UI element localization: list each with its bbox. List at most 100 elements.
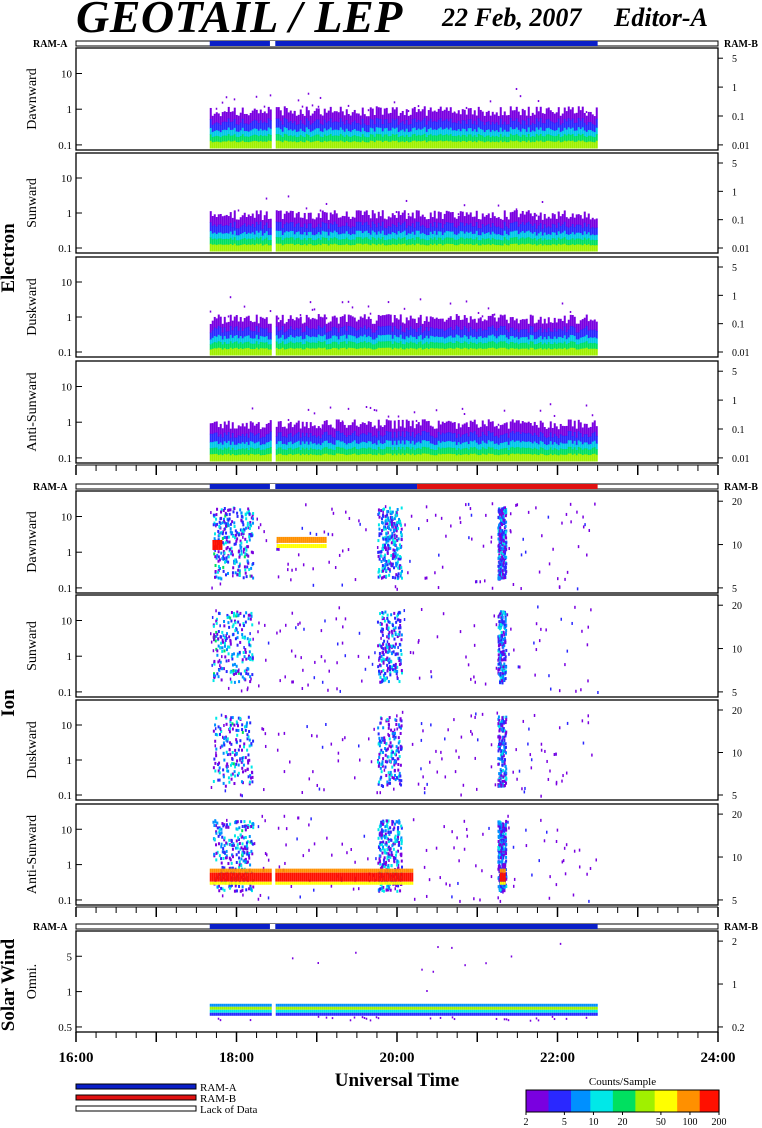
electron-flux-cell <box>209 231 212 238</box>
ion-flux-cell <box>358 519 360 523</box>
electron-flux-cell <box>509 342 512 349</box>
electron-flux-cell <box>573 440 576 448</box>
electron-flux-cell <box>319 141 322 149</box>
electron-flux-cell <box>471 329 474 338</box>
ion-flux-cell <box>501 563 504 567</box>
electron-flux-cell <box>233 134 236 142</box>
electron-flux-cell <box>515 243 518 252</box>
electron-flux-cell <box>231 343 234 350</box>
electron-flux-cell <box>311 454 314 462</box>
ion-flux-cell <box>399 520 402 524</box>
electron-flux-cell <box>279 230 282 238</box>
ion-flux-cell <box>252 512 255 516</box>
electron-flux-cell <box>427 343 430 350</box>
electron-flux-cell <box>349 448 352 456</box>
ion-flux-cell <box>238 555 241 559</box>
electron-flux-cell <box>285 231 288 238</box>
electron-flux-cell <box>459 454 462 462</box>
electron-flux-cell <box>413 449 416 456</box>
electron-flux-cell <box>551 455 554 462</box>
electron-flux-cell <box>381 124 384 132</box>
ion-flux-cell <box>229 527 232 531</box>
electron-flux-cell <box>279 337 282 344</box>
right-tick-label: 5 <box>732 54 737 65</box>
electron-flux-cell <box>285 140 288 149</box>
electron-flux-cell <box>389 447 392 455</box>
electron-flux-cell <box>463 335 466 342</box>
electron-flux-cell <box>267 454 270 462</box>
ion-flux-cell <box>229 508 232 512</box>
electron-flux-cell <box>387 325 390 336</box>
electron-flux-cell <box>391 437 394 446</box>
electron-flux-cell <box>373 238 376 245</box>
electron-flux-cell <box>337 227 340 235</box>
electron-flux-cell <box>441 447 444 455</box>
electron-flux-cell <box>301 332 304 340</box>
left-tick-label: 10 <box>61 277 73 289</box>
ion-flux-cell <box>497 564 500 568</box>
electron-flux-cell <box>439 342 442 349</box>
electron-flux-cell <box>579 135 582 142</box>
electron-flux-cell <box>517 121 520 131</box>
ion-flux-cell <box>384 527 387 531</box>
electron-flux-cell <box>521 230 524 238</box>
electron-flux-cell <box>241 140 244 149</box>
electron-flux-cell <box>369 239 372 246</box>
electron-flux-cell <box>535 435 538 444</box>
electron-flux-cell <box>513 135 516 142</box>
electron-flux-cell <box>471 136 474 143</box>
electron-flux-cell <box>361 454 364 462</box>
electron-flux-cell <box>223 453 226 462</box>
ion-flux-cell <box>236 531 239 535</box>
electron-flux-cell <box>403 243 406 252</box>
electron-flux-cell <box>555 234 558 241</box>
ion-flux-cell <box>425 576 428 580</box>
electron-flux-cell <box>313 240 316 246</box>
electron-flux-cell <box>257 141 260 149</box>
electron-flux-cell <box>549 234 552 241</box>
electron-flux-cell <box>487 223 490 233</box>
electron-flux-cell <box>589 129 592 137</box>
electron-flux-cell <box>447 348 450 356</box>
electron-flux-cell <box>247 437 250 446</box>
electron-flux-cell <box>399 244 402 252</box>
electron-flux-cell <box>255 442 258 449</box>
electron-flux-cell <box>309 329 312 338</box>
electron-flux-cell <box>471 453 474 462</box>
ion-flux-cell <box>225 531 228 535</box>
electron-flux-cell <box>439 424 442 436</box>
electron-flux-cell <box>555 240 558 246</box>
electron-flux-cell <box>227 118 230 128</box>
electron-flux-cell <box>265 327 268 337</box>
electron-flux-cell <box>265 113 268 124</box>
electron-flux-cell <box>243 212 246 224</box>
electron-flux-cell <box>459 141 462 149</box>
electron-flux-cell <box>399 334 402 342</box>
electron-flux-cell <box>261 122 264 131</box>
ion-flux-cell <box>282 536 285 543</box>
electron-flux-cell <box>359 454 362 462</box>
electron-flux-cell <box>405 240 408 246</box>
ion-flux-cell <box>296 536 299 543</box>
electron-flux-cell <box>501 228 504 236</box>
electron-flux-cell <box>229 111 232 123</box>
electron-flux-cell <box>335 446 338 455</box>
electron-flux-cell <box>421 446 424 455</box>
electron-flux-cell <box>585 448 588 455</box>
electron-flux-cell <box>385 446 388 455</box>
electron-flux-cell <box>213 244 216 252</box>
electron-flux-cell <box>439 118 442 128</box>
electron-flux-cell <box>489 234 492 241</box>
electron-flux-cell <box>495 449 498 456</box>
electron-flux-cell <box>499 218 502 229</box>
electron-flux-cell <box>575 112 578 124</box>
electron-flux-cell <box>277 317 280 320</box>
electron-flux-cell <box>385 228 388 236</box>
electron-flux-cell <box>483 329 486 338</box>
electron-flux-cell <box>321 230 324 238</box>
ion-flux-cell <box>397 566 400 570</box>
electron-flux-cell <box>419 443 422 450</box>
electron-flux-cell <box>467 454 470 462</box>
electron-flux-cell <box>453 111 456 114</box>
ion-flux-cell <box>385 559 388 563</box>
